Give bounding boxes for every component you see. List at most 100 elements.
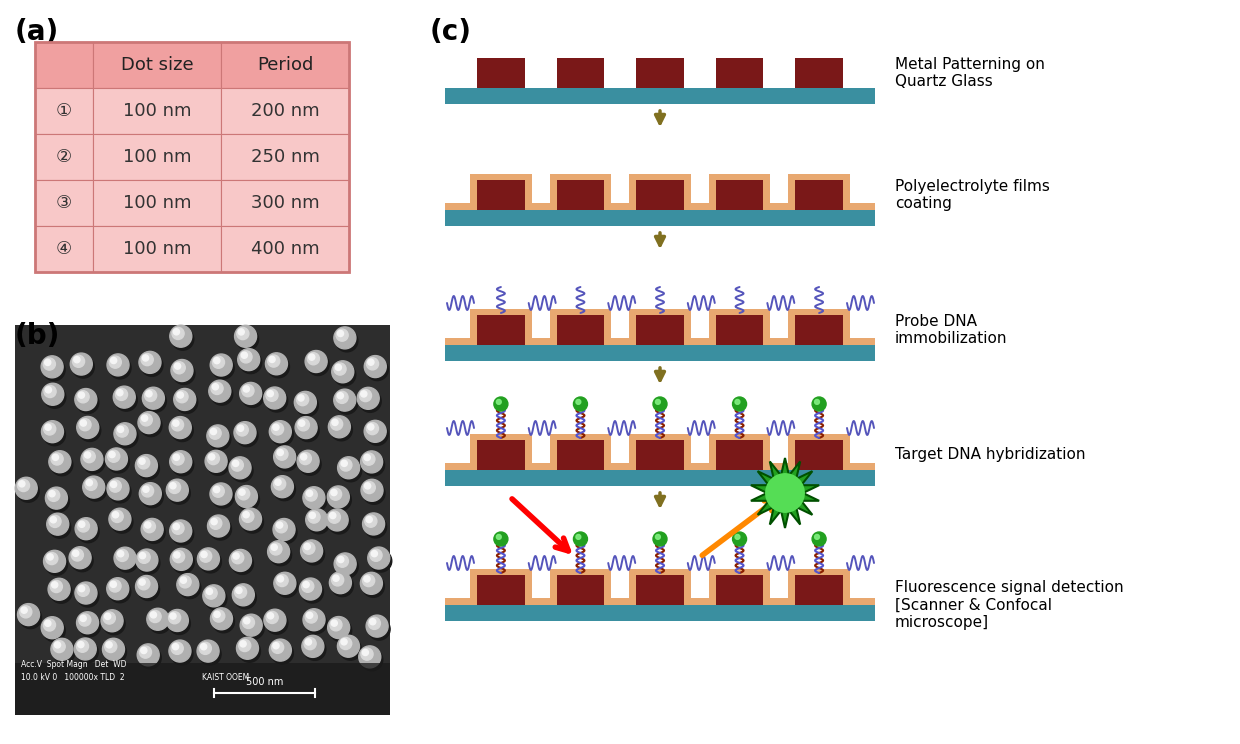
Circle shape — [109, 480, 122, 493]
Circle shape — [244, 618, 250, 624]
Circle shape — [176, 391, 188, 403]
Circle shape — [143, 355, 149, 361]
Circle shape — [273, 643, 279, 649]
Circle shape — [305, 639, 311, 645]
Bar — [843, 434, 849, 470]
Text: Fluorescence signal detection
[Scanner & Confocal
microscope]: Fluorescence signal detection [Scanner &… — [895, 580, 1123, 630]
Bar — [843, 569, 849, 605]
Circle shape — [234, 325, 257, 347]
Bar — [709, 309, 770, 315]
Circle shape — [43, 620, 66, 642]
Circle shape — [83, 452, 105, 473]
Circle shape — [45, 359, 51, 365]
Circle shape — [298, 420, 319, 442]
Circle shape — [51, 453, 63, 465]
Circle shape — [212, 357, 234, 379]
Circle shape — [141, 485, 154, 497]
Text: 200 nm: 200 nm — [250, 102, 320, 120]
Bar — [221, 88, 348, 134]
Circle shape — [656, 534, 661, 539]
Circle shape — [174, 388, 196, 411]
Circle shape — [171, 359, 193, 382]
Bar — [470, 309, 477, 345]
Circle shape — [107, 578, 129, 600]
Circle shape — [371, 551, 377, 557]
Circle shape — [77, 391, 99, 414]
Circle shape — [331, 574, 353, 597]
Circle shape — [200, 550, 212, 562]
Circle shape — [139, 483, 161, 504]
Circle shape — [272, 423, 294, 446]
Circle shape — [166, 479, 188, 501]
Circle shape — [299, 420, 305, 426]
Circle shape — [109, 580, 122, 592]
Circle shape — [140, 647, 146, 653]
Circle shape — [172, 551, 185, 562]
Circle shape — [211, 382, 223, 394]
Circle shape — [208, 454, 215, 460]
Circle shape — [296, 394, 319, 417]
Circle shape — [47, 554, 53, 560]
Text: 100 nm: 100 nm — [123, 240, 191, 258]
Bar — [709, 174, 715, 210]
Circle shape — [71, 550, 93, 571]
Bar — [477, 440, 525, 470]
Circle shape — [212, 384, 218, 390]
Circle shape — [573, 397, 588, 411]
Circle shape — [337, 457, 360, 479]
Bar — [35, 134, 93, 180]
Circle shape — [206, 589, 212, 594]
Bar — [789, 309, 795, 345]
Circle shape — [361, 572, 382, 594]
Circle shape — [203, 585, 224, 607]
Circle shape — [141, 354, 162, 376]
Bar — [715, 315, 763, 345]
Circle shape — [735, 534, 740, 539]
Circle shape — [79, 614, 91, 626]
Circle shape — [72, 549, 83, 561]
Circle shape — [197, 548, 219, 570]
Bar — [683, 174, 691, 210]
Circle shape — [232, 584, 254, 606]
Circle shape — [71, 353, 92, 375]
Circle shape — [210, 427, 221, 439]
Circle shape — [366, 423, 378, 434]
Circle shape — [242, 352, 248, 359]
Circle shape — [336, 329, 348, 341]
Circle shape — [365, 455, 371, 461]
Circle shape — [358, 646, 381, 668]
Text: 100 nm: 100 nm — [123, 194, 191, 212]
Circle shape — [171, 420, 193, 442]
Circle shape — [171, 642, 184, 655]
Circle shape — [84, 452, 91, 458]
Circle shape — [146, 391, 153, 397]
Bar — [789, 569, 849, 575]
Circle shape — [117, 549, 129, 562]
Circle shape — [330, 419, 352, 440]
Circle shape — [368, 618, 391, 640]
Circle shape — [166, 609, 188, 632]
Circle shape — [81, 615, 87, 621]
Circle shape — [239, 382, 262, 405]
Circle shape — [180, 577, 186, 583]
Bar — [525, 309, 532, 345]
Circle shape — [242, 385, 264, 408]
Circle shape — [174, 455, 180, 461]
Circle shape — [357, 388, 379, 409]
Circle shape — [114, 423, 136, 445]
Circle shape — [109, 581, 130, 603]
Circle shape — [278, 576, 284, 582]
Circle shape — [50, 581, 72, 603]
Circle shape — [146, 609, 169, 630]
Circle shape — [275, 479, 281, 485]
Circle shape — [334, 553, 356, 575]
Bar — [630, 309, 636, 345]
Circle shape — [79, 419, 91, 431]
Circle shape — [331, 620, 337, 626]
Circle shape — [19, 481, 25, 487]
Circle shape — [272, 423, 284, 435]
Circle shape — [74, 638, 97, 660]
Circle shape — [78, 522, 84, 527]
Circle shape — [200, 551, 222, 573]
Circle shape — [174, 362, 185, 373]
